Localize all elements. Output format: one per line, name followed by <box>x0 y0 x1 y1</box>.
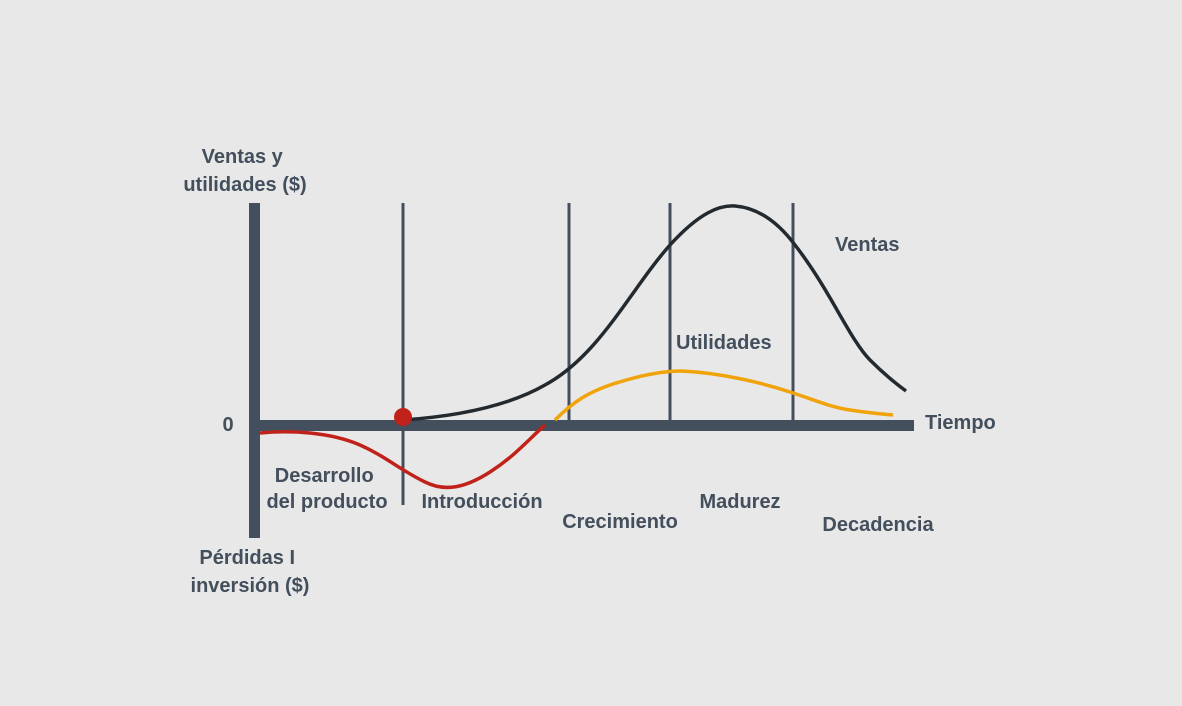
stage-label: Introducción <box>421 491 542 513</box>
sales-curve <box>402 204 908 422</box>
label-line: Ventas y <box>202 146 284 168</box>
label-line: utilidades ($) <box>183 174 306 196</box>
label-line: Pérdidas I <box>199 547 295 569</box>
y-axis <box>249 203 260 538</box>
x-axis <box>254 420 914 431</box>
label-line: inversión ($) <box>191 575 310 597</box>
profits-curve <box>553 369 894 422</box>
label-line: del producto <box>266 491 387 513</box>
loss-curve <box>259 423 547 490</box>
x-axis-label: Tiempo <box>925 412 996 434</box>
profits-label: Utilidades <box>676 332 772 354</box>
y-axis-bottom-label: Pérdidas I inversión ($) <box>191 547 310 597</box>
stage-label: Decadencia <box>822 514 934 536</box>
stage-label: Crecimiento <box>562 511 678 533</box>
y-axis-top-label: Ventas y utilidades ($) <box>183 146 306 196</box>
stage-label: Desarrollo del producto <box>266 465 387 513</box>
stage-label: Madurez <box>699 491 780 513</box>
launch-point <box>394 408 412 426</box>
label-line: Desarrollo <box>275 465 374 487</box>
zero-label: 0 <box>222 414 233 436</box>
sales-label: Ventas <box>835 234 899 256</box>
